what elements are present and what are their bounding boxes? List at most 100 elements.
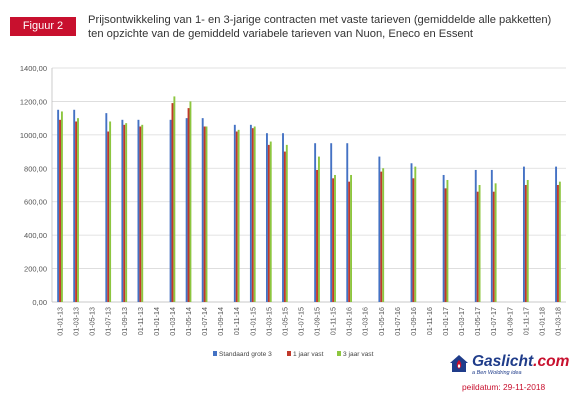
bar <box>285 144 288 302</box>
figure-label: Figuur 2 <box>10 17 76 36</box>
logo-wordmark: Gaslicht.com <box>472 353 569 371</box>
logo-domain: .com <box>533 353 570 370</box>
bar <box>269 141 272 302</box>
bar <box>125 123 128 303</box>
bar <box>139 126 142 302</box>
bar <box>442 174 445 302</box>
title-line-2: ten opzichte van de gemiddeld variabele … <box>88 28 473 40</box>
x-tick-label: 01-11-16 <box>425 307 434 335</box>
bar <box>380 171 383 302</box>
bar <box>492 191 495 302</box>
x-tick-label: 01-11-13 <box>136 307 145 335</box>
bar <box>253 126 256 302</box>
y-tick-label: 1200,00 <box>20 97 47 106</box>
bar <box>478 185 481 302</box>
bar <box>555 166 558 302</box>
bar <box>330 143 333 302</box>
bar <box>522 166 525 302</box>
x-tick-label: 01-05-15 <box>280 307 289 336</box>
x-tick-label: 01-03-17 <box>457 307 466 336</box>
legend-label: 3 jaar vast <box>343 351 374 358</box>
x-tick-label: 01-05-13 <box>88 307 97 336</box>
bar <box>109 121 112 302</box>
bar <box>474 169 477 302</box>
x-tick-label: 01-09-17 <box>505 307 514 336</box>
y-tick-label: 600,00 <box>24 198 47 207</box>
x-tick-label: 01-01-17 <box>441 307 450 336</box>
x-tick-label: 01-01-15 <box>248 307 257 336</box>
bar <box>57 109 60 303</box>
x-tick-label: 01-03-18 <box>553 307 562 336</box>
x-tick-label: 01-11-17 <box>521 307 530 335</box>
bar <box>332 178 335 302</box>
peildatum: peildatum: 29-11-2018 <box>462 382 546 392</box>
bar <box>187 108 190 302</box>
gaslicht-logo: Gaslicht.com a Ben Woldring idea <box>448 351 578 381</box>
x-tick-label: 01-11-14 <box>232 307 241 335</box>
x-tick-label: 01-03-16 <box>361 307 370 336</box>
x-tick-label: 01-09-15 <box>313 307 322 336</box>
bar <box>314 143 317 302</box>
bar <box>490 169 493 302</box>
bar <box>334 174 336 302</box>
bar <box>346 143 349 302</box>
x-tick-label: 01-05-16 <box>377 307 386 336</box>
bar <box>60 111 63 302</box>
bar <box>410 163 413 302</box>
x-tick-label: 01-01-16 <box>345 307 354 336</box>
bar <box>235 131 238 302</box>
legend-swatch <box>287 351 291 356</box>
logo-name: Gaslicht <box>472 353 534 370</box>
bar <box>382 168 385 302</box>
bar <box>265 133 268 302</box>
bar <box>446 179 449 302</box>
legend-swatch <box>213 351 217 356</box>
y-tick-label: 400,00 <box>24 231 47 240</box>
title-line-1: Prijsontwikkeling van 1- en 3-jarige con… <box>88 14 552 26</box>
bar <box>557 185 559 302</box>
bar <box>185 118 188 303</box>
x-tick-label: 01-07-17 <box>489 307 498 336</box>
x-tick-label: 01-11-15 <box>329 307 338 335</box>
bar <box>526 179 529 302</box>
bar <box>494 183 497 302</box>
bar <box>414 166 417 302</box>
bar <box>105 113 108 302</box>
y-tick-label: 0,00 <box>32 298 47 307</box>
x-tick-label: 01-09-13 <box>120 307 129 336</box>
x-tick-label: 01-07-14 <box>200 307 209 336</box>
x-tick-label: 01-03-14 <box>168 307 177 336</box>
bar <box>73 109 76 303</box>
x-tick-label: 01-09-14 <box>216 307 225 336</box>
y-tick-label: 1000,00 <box>20 131 47 140</box>
x-tick-label: 01-01-13 <box>56 307 65 336</box>
bar <box>205 126 208 302</box>
y-tick-label: 1400,00 <box>20 64 47 73</box>
y-tick-label: 800,00 <box>24 164 47 173</box>
y-tick-label: 200,00 <box>24 265 47 274</box>
bar <box>189 101 192 302</box>
bar <box>317 156 320 302</box>
bar <box>412 178 415 302</box>
bar <box>267 144 270 302</box>
x-tick-label: 01-09-16 <box>409 307 418 336</box>
bar <box>283 151 286 302</box>
x-tick-label: 01-07-15 <box>296 307 305 336</box>
legend-swatch <box>337 351 341 356</box>
bar <box>378 156 381 302</box>
bar <box>171 103 174 302</box>
x-tick-label: 01-07-13 <box>104 307 113 336</box>
bar <box>201 118 204 303</box>
bar <box>558 181 561 302</box>
bar <box>107 131 110 302</box>
bar <box>75 121 78 302</box>
legend-label: Standaard grote 3 <box>219 351 272 358</box>
bar <box>59 119 61 302</box>
house-flame-logo-icon <box>450 355 468 372</box>
bar <box>77 118 79 303</box>
bar <box>348 181 351 302</box>
bar <box>137 119 140 302</box>
bar <box>316 169 318 302</box>
bar <box>169 119 172 302</box>
